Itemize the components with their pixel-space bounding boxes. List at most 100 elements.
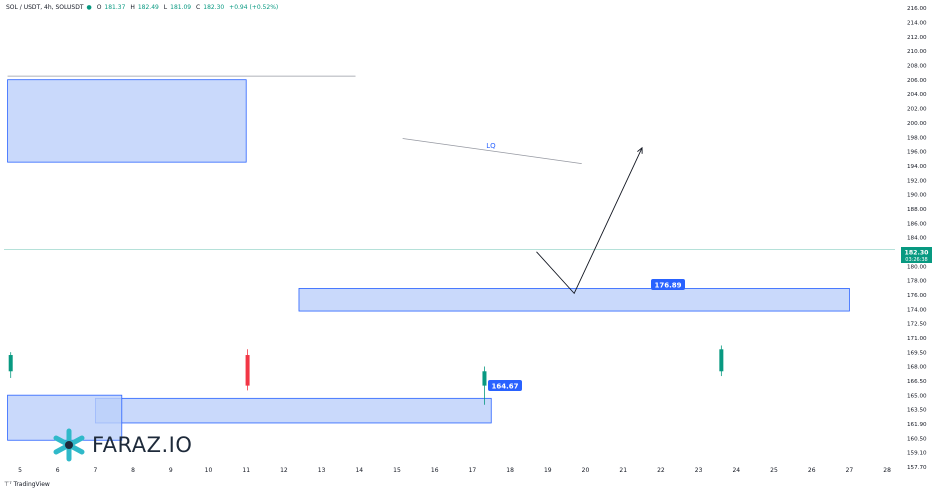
zones-layer (7, 79, 850, 441)
tradingview-icon: ⊤⁷ (4, 481, 14, 488)
change-value: +0.94 (+0.52%) (229, 4, 279, 11)
x-tick-label: 17 (469, 467, 477, 474)
y-tick-label: 188.00 (907, 207, 927, 213)
high-value: 182.49 (137, 4, 159, 11)
y-tick-label: 168.00 (907, 365, 927, 371)
y-tick-label: 169.50 (907, 350, 927, 356)
y-tick-label: 180.00 (907, 264, 927, 270)
brand-name: FARAZ.IO (92, 433, 193, 457)
low-value: 181.09 (170, 4, 192, 11)
low-label: L (163, 4, 168, 11)
price-tag-price: 182.30 (905, 250, 930, 257)
x-tick-label: 7 (93, 467, 97, 474)
projection-arrowhead (637, 146, 643, 154)
x-tick-label: 9 (169, 467, 173, 474)
y-tick-label: 171.00 (907, 336, 927, 342)
candle-body (719, 349, 724, 372)
y-tick-label: 157.70 (907, 465, 927, 471)
y-tick-label: 160.50 (907, 436, 927, 442)
x-tick-label: 23 (695, 467, 703, 474)
x-tick-label: 12 (280, 467, 288, 474)
y-tick-label: 196.00 (907, 150, 927, 156)
y-tick-label: 186.00 (907, 221, 927, 227)
x-tick-label: 16 (431, 467, 439, 474)
candle-body (482, 371, 487, 386)
x-tick-label: 27 (846, 467, 854, 474)
status-dot-icon: ● (86, 4, 92, 11)
y-tick-label: 208.00 (907, 64, 927, 70)
zone-label-lower: 164.67 (491, 383, 518, 391)
liquidity-trendline (402, 138, 582, 164)
candle (8, 352, 13, 378)
y-tick-label: 192.00 (907, 178, 927, 184)
liquidity-label: LQ (486, 142, 496, 150)
y-tick-label: 216.00 (907, 6, 927, 12)
x-tick-label: 20 (582, 467, 590, 474)
tradingview-logo[interactable]: ⊤⁷ TradingView (4, 481, 50, 488)
x-tick-label: 18 (506, 467, 514, 474)
x-tick-label: 26 (808, 467, 816, 474)
close-label: C (196, 4, 201, 11)
y-tick-label: 214.00 (907, 21, 927, 27)
current-price-tag: 182.30 03:26:38 (901, 247, 932, 263)
candle-body (8, 355, 13, 372)
x-tick-label: 11 (242, 467, 250, 474)
open-value: 181.37 (104, 4, 126, 11)
candle (245, 349, 250, 391)
y-tick-label: 159.10 (907, 451, 927, 457)
tradingview-label: TradingView (13, 481, 50, 488)
x-tick-label: 19 (544, 467, 552, 474)
zone-label-upper-bg (651, 279, 685, 290)
candle (482, 366, 487, 405)
price-tag-countdown: 03:26:38 (905, 257, 927, 263)
x-tick-label: 14 (355, 467, 363, 474)
x-tick-label: 6 (56, 467, 60, 474)
y-tick-label: 194.00 (907, 164, 927, 170)
x-tick-label: 5 (18, 467, 22, 474)
y-tick-label: 198.00 (907, 135, 927, 141)
x-axis[interactable]: 5 6 7 8 9 10 11 12 13 14 15 16 17 18 19 20 21 22 23 24 25 26 2… (18, 467, 891, 474)
y-tick-label: 174.00 (907, 307, 927, 313)
x-tick-label: 13 (318, 467, 326, 474)
zone-label-lower-bg (488, 380, 522, 391)
x-tick-label: 25 (770, 467, 778, 474)
x-tick-label: 22 (657, 467, 665, 474)
y-tick-label: 176.00 (907, 293, 927, 299)
lines-layer (4, 75, 895, 295)
y-tick-label: 200.00 (907, 121, 927, 127)
candles-layer (8, 345, 724, 405)
zone-labels-layer: 176.89 164.67 LQ (486, 142, 685, 391)
y-tick-label: 172.50 (907, 322, 927, 328)
close-value: 182.30 (203, 4, 225, 11)
y-tick-label: 178.00 (907, 279, 927, 285)
zone-demand-left (7, 394, 123, 441)
high-label: H (130, 4, 135, 11)
x-tick-label: 28 (883, 467, 891, 474)
zone-164.67 (95, 397, 492, 424)
zone-supply (7, 79, 247, 163)
y-tick-label: 190.00 (907, 193, 927, 199)
x-tick-label: 8 (131, 467, 135, 474)
zone-label-upper: 176.89 (654, 282, 681, 290)
y-tick-label: 204.00 (907, 92, 927, 98)
chart-legend: SOL / USDT, 4h, SOLUSDT ● O 181.37 H 182.49… (6, 4, 281, 11)
x-tick-label: 15 (393, 467, 401, 474)
x-tick-label: 10 (205, 467, 213, 474)
price-tag-bg (901, 247, 932, 263)
y-tick-label: 166.50 (907, 379, 927, 385)
open-label: O (96, 4, 102, 11)
zone-176.89 (298, 288, 850, 312)
y-tick-label: 202.00 (907, 107, 927, 113)
y-tick-label: 212.00 (907, 35, 927, 41)
symbol-title[interactable]: SOL / USDT, 4h, SOLUSDT (6, 4, 84, 11)
projection-path (536, 147, 643, 295)
y-tick-label: 210.00 (907, 49, 927, 55)
y-tick-label: 161.90 (907, 422, 927, 428)
x-tick-label: 24 (732, 467, 740, 474)
y-tick-label: 206.00 (907, 78, 927, 84)
brand-logo-icon (53, 428, 85, 462)
candle (719, 345, 724, 377)
x-tick-label: 21 (619, 467, 627, 474)
brand-watermark: FARAZ.IO (52, 428, 192, 462)
